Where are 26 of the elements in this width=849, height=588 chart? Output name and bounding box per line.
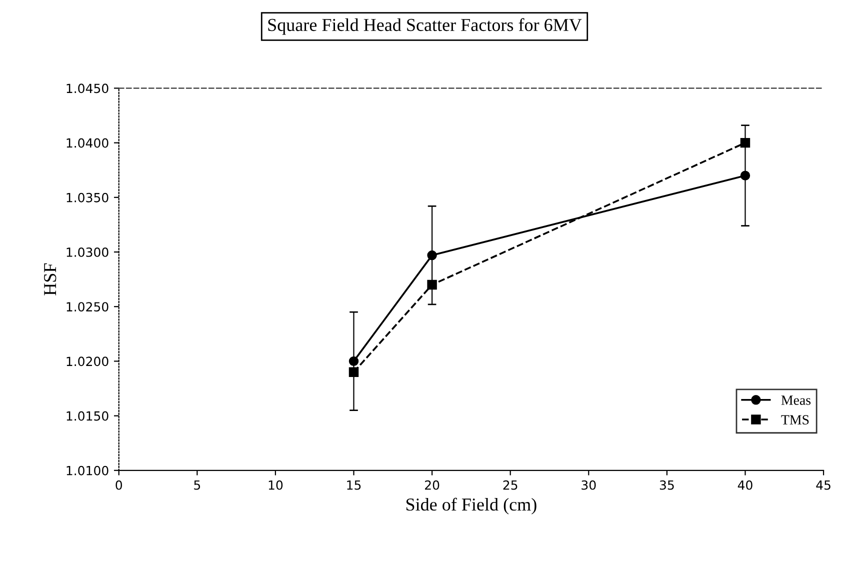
legend-label: Meas [781,396,811,405]
x-tick-label: 10 [268,480,283,490]
x-tick-label: 15 [347,480,361,490]
y-tick-label: 1.0150 [66,411,108,421]
y-tick-label: 1.0350 [66,192,108,202]
y-tick-label: 1.0100 [66,466,108,476]
x-tick-label: 30 [582,480,596,490]
point [427,280,437,290]
legend-label: TMS [781,415,809,425]
y-tick-label: 1.0200 [66,356,108,366]
y-tick-label: 1.0400 [66,138,108,148]
y-axis-title: HSF [44,263,56,296]
x-axis-title: Side of Field (cm) [406,498,536,514]
point [740,138,750,148]
x-tick-label: 0 [116,480,122,490]
point [348,367,359,377]
x-tick-label: 20 [425,480,440,490]
chart-title: Square Field Head Scatter Factors for 6MV [268,18,582,35]
x-tick-label: 45 [816,480,830,490]
y-tick-label: 1.0450 [66,84,108,94]
y-tick-label: 1.0250 [66,302,108,312]
x-tick-label: 40 [738,480,752,490]
x-tick-label: 25 [503,480,518,490]
x-tick-label: 35 [660,480,674,490]
x-tick-label: 5 [194,480,200,490]
y-tick-label: 1.0300 [66,247,108,257]
